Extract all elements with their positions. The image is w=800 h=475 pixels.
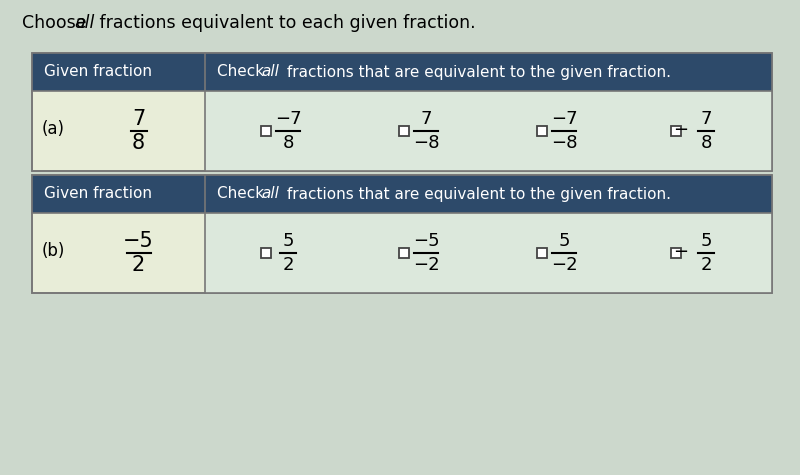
Bar bbox=[671, 248, 681, 258]
Text: 7: 7 bbox=[700, 110, 712, 128]
Bar bbox=[261, 248, 271, 258]
Text: all: all bbox=[74, 14, 94, 32]
Text: Given fraction: Given fraction bbox=[44, 65, 152, 79]
Text: 8: 8 bbox=[132, 133, 145, 153]
Bar bbox=[537, 126, 547, 136]
Text: Check: Check bbox=[217, 187, 269, 201]
Text: fractions that are equivalent to the given fraction.: fractions that are equivalent to the giv… bbox=[282, 65, 671, 79]
Text: 2: 2 bbox=[700, 256, 712, 274]
Bar bbox=[205, 175, 772, 293]
Bar bbox=[399, 126, 409, 136]
Text: 2: 2 bbox=[132, 255, 145, 275]
Text: all: all bbox=[261, 65, 279, 79]
Text: Choose: Choose bbox=[22, 14, 92, 32]
Text: 2: 2 bbox=[282, 256, 294, 274]
Text: −: − bbox=[673, 121, 688, 139]
Text: Check: Check bbox=[217, 65, 269, 79]
Text: (a): (a) bbox=[42, 120, 65, 138]
Text: −7: −7 bbox=[550, 110, 578, 128]
Bar bbox=[32, 175, 772, 293]
Bar bbox=[32, 175, 772, 293]
Text: fractions that are equivalent to the given fraction.: fractions that are equivalent to the giv… bbox=[282, 187, 671, 201]
Text: −5: −5 bbox=[413, 232, 439, 250]
Text: fractions equivalent to each given fraction.: fractions equivalent to each given fract… bbox=[94, 14, 476, 32]
Bar bbox=[32, 175, 772, 213]
Bar bbox=[261, 126, 271, 136]
Text: 7: 7 bbox=[420, 110, 432, 128]
Bar bbox=[32, 53, 772, 171]
Bar bbox=[205, 53, 772, 171]
Text: (b): (b) bbox=[42, 242, 66, 260]
Text: −5: −5 bbox=[123, 231, 154, 251]
Text: 7: 7 bbox=[132, 109, 145, 129]
Bar bbox=[32, 53, 772, 171]
Text: −2: −2 bbox=[413, 256, 439, 274]
Bar bbox=[32, 53, 772, 91]
Text: 5: 5 bbox=[700, 232, 712, 250]
Text: −8: −8 bbox=[413, 134, 439, 152]
Bar bbox=[399, 248, 409, 258]
Bar bbox=[537, 248, 547, 258]
Text: 5: 5 bbox=[282, 232, 294, 250]
Text: 5: 5 bbox=[558, 232, 570, 250]
Text: Given fraction: Given fraction bbox=[44, 187, 152, 201]
Bar bbox=[671, 126, 681, 136]
Text: −8: −8 bbox=[550, 134, 578, 152]
Text: all: all bbox=[261, 187, 279, 201]
Text: 8: 8 bbox=[282, 134, 294, 152]
Text: 8: 8 bbox=[700, 134, 712, 152]
Text: −7: −7 bbox=[274, 110, 302, 128]
Text: −2: −2 bbox=[550, 256, 578, 274]
Text: −: − bbox=[673, 243, 688, 261]
